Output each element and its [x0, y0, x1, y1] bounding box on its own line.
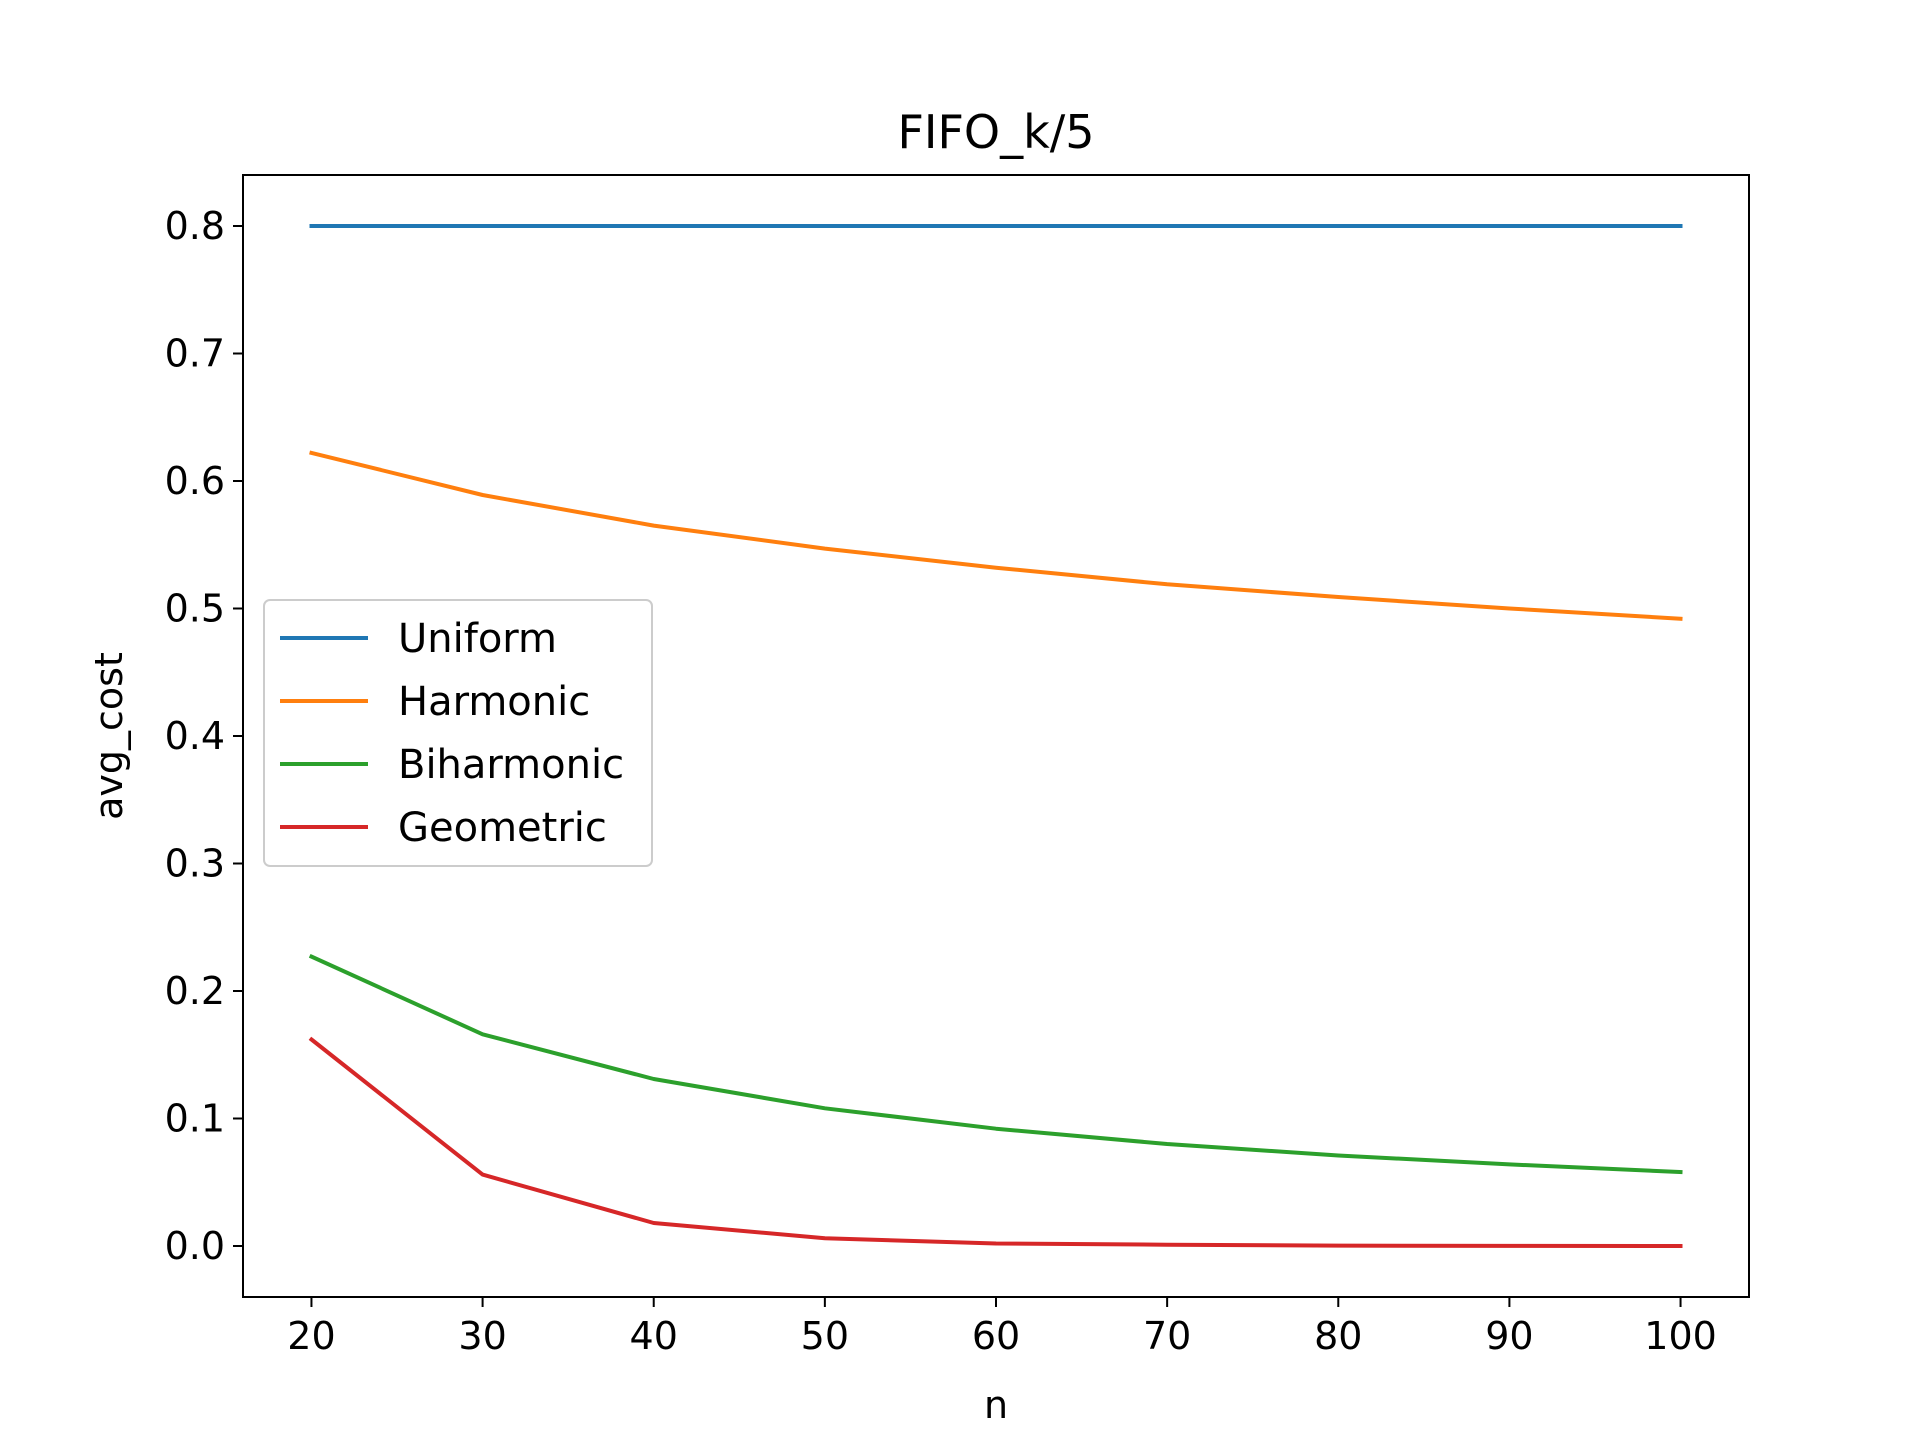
x-tick-label: 40: [630, 1314, 678, 1358]
series-line-biharmonic: [308, 953, 1683, 1175]
x-tick-label: 70: [1143, 1314, 1191, 1358]
legend-label: Uniform: [398, 616, 557, 662]
y-tick-label: 0.6: [165, 459, 225, 503]
y-axis-label: avg_cost: [87, 652, 131, 820]
x-tick-label: 80: [1314, 1314, 1362, 1358]
y-tick-label: 0.1: [165, 1097, 225, 1141]
x-tick-label: 30: [458, 1314, 506, 1358]
y-tick-label: 0.8: [165, 204, 225, 248]
y-axis: 0.0 0.1 0.2 0.3 0.4 0.5 0.6 0.7 0.8: [165, 204, 243, 1268]
plot-area: [308, 224, 1683, 1249]
x-tick-label: 20: [287, 1314, 335, 1358]
x-tick-label: 60: [972, 1314, 1020, 1358]
series-line-geometric: [308, 1036, 1683, 1249]
y-tick-label: 0.2: [165, 969, 225, 1013]
series-line-harmonic: [309, 450, 1683, 621]
x-axis-label: n: [984, 1383, 1008, 1427]
y-tick-label: 0.5: [165, 587, 225, 631]
legend: Uniform Harmonic Biharmonic Geometric: [263, 599, 653, 867]
legend-label: Biharmonic: [398, 742, 624, 788]
y-tick-label: 0.3: [165, 842, 225, 886]
x-tick-label: 90: [1485, 1314, 1533, 1358]
legend-box: [263, 599, 653, 867]
x-axis: 20 30 40 50 60 70 80 90 100: [287, 1297, 1717, 1358]
legend-label: Harmonic: [398, 679, 590, 725]
legend-label: Geometric: [398, 805, 607, 851]
x-tick-label: 50: [801, 1314, 849, 1358]
chart-title: FIFO_k/5: [897, 105, 1094, 159]
y-tick-label: 0.4: [165, 714, 225, 758]
y-tick-label: 0.0: [165, 1224, 225, 1268]
x-tick-label: 100: [1644, 1314, 1717, 1358]
y-tick-label: 0.7: [165, 332, 225, 376]
